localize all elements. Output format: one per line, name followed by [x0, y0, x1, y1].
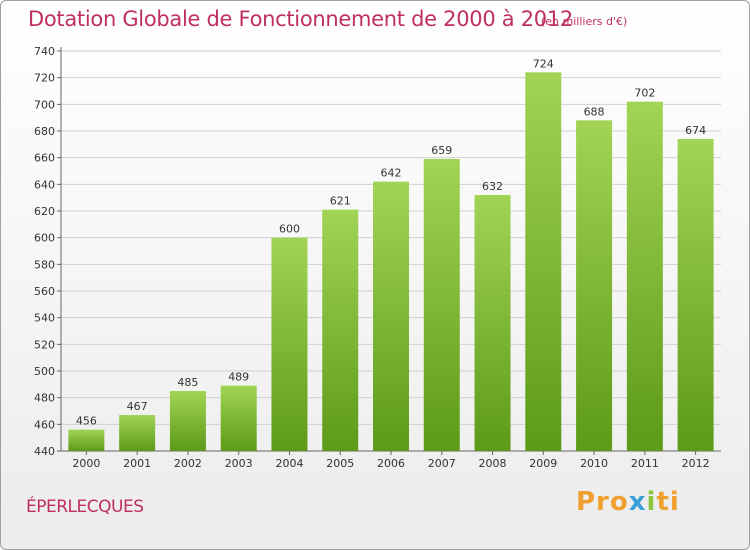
- value-label-2004: 600: [279, 223, 300, 236]
- bar-2009: [525, 72, 562, 451]
- x-tick-label-2011: 2011: [631, 457, 659, 470]
- bar-2012: [677, 139, 714, 451]
- y-tick-label: 700: [34, 98, 55, 111]
- value-label-2010: 688: [584, 105, 605, 118]
- x-tick-label-2000: 2000: [72, 457, 100, 470]
- y-tick-label: 640: [34, 178, 55, 191]
- logo-part-4: ti: [656, 487, 680, 517]
- logo-part-2: x: [628, 487, 647, 517]
- commune-name: ÉPERLECQUES: [26, 497, 144, 517]
- value-label-2000: 456: [76, 415, 97, 428]
- y-tick-label: 500: [34, 365, 55, 378]
- bar-2000: [68, 429, 105, 451]
- value-label-2005: 621: [330, 195, 351, 208]
- y-tick-label: 680: [34, 125, 55, 138]
- chart-title: Dotation Globale de Fonctionnement de 20…: [28, 7, 573, 31]
- logo-part-3: i: [646, 487, 657, 517]
- value-labels: 456 467 485 489 600 621 642 659 632 724 688 702 674: [76, 57, 706, 427]
- value-label-2009: 724: [533, 57, 554, 70]
- bar-2006: [373, 181, 409, 451]
- y-tick-label: 520: [34, 338, 55, 351]
- value-label-2001: 467: [127, 400, 148, 413]
- y-tick-label: 540: [34, 312, 55, 325]
- value-label-2008: 632: [482, 180, 503, 193]
- y-tick-label: 620: [34, 205, 55, 218]
- value-label-2006: 642: [381, 167, 402, 180]
- y-tick-label: 740: [34, 45, 55, 58]
- chart-unit: (en milliers d'€): [541, 15, 628, 28]
- x-tick-label-2003: 2003: [225, 457, 253, 470]
- x-tick-label-2001: 2001: [123, 457, 151, 470]
- proxiti-logo: Proxiti: [576, 487, 680, 517]
- bar-2011: [626, 101, 663, 452]
- bar-2001: [119, 415, 156, 451]
- y-tick-label: 440: [34, 445, 55, 458]
- y-tick-label: 460: [34, 418, 55, 431]
- y-tick-label: 660: [34, 152, 55, 165]
- y-tick-label: 560: [34, 285, 55, 298]
- x-tick-label-2010: 2010: [580, 457, 608, 470]
- bar-2002: [169, 391, 206, 451]
- x-tick-label-2002: 2002: [174, 457, 202, 470]
- value-label-2007: 659: [431, 144, 452, 157]
- x-tick-label-2007: 2007: [428, 457, 456, 470]
- y-tick-label: 480: [34, 392, 55, 405]
- value-label-2011: 702: [634, 87, 655, 100]
- logo-part-1: Pro: [576, 487, 629, 517]
- axes: 440 460 480 500 520 540 560 580 600 620 640 660 680 7…: [34, 45, 721, 470]
- bar-2005: [322, 209, 359, 451]
- x-tick-label-2008: 2008: [479, 457, 507, 470]
- x-tick-label-2004: 2004: [275, 457, 303, 470]
- x-tick-label-2005: 2005: [326, 457, 354, 470]
- value-label-2002: 485: [177, 376, 198, 389]
- y-tick-label: 600: [34, 232, 55, 245]
- bar-2008: [474, 195, 511, 451]
- bar-2010: [576, 120, 613, 451]
- value-label-2003: 489: [228, 371, 249, 384]
- value-label-2012: 674: [685, 124, 706, 137]
- y-tick-label: 580: [34, 258, 55, 271]
- y-tick-label: 720: [34, 72, 55, 85]
- bar-2003: [220, 385, 257, 451]
- x-tick-label-2009: 2009: [529, 457, 557, 470]
- bars: [68, 72, 714, 452]
- x-tick-label-2006: 2006: [377, 457, 405, 470]
- bar-2004: [271, 237, 308, 451]
- x-tick-label-2012: 2012: [682, 457, 710, 470]
- bar-2007: [423, 159, 460, 451]
